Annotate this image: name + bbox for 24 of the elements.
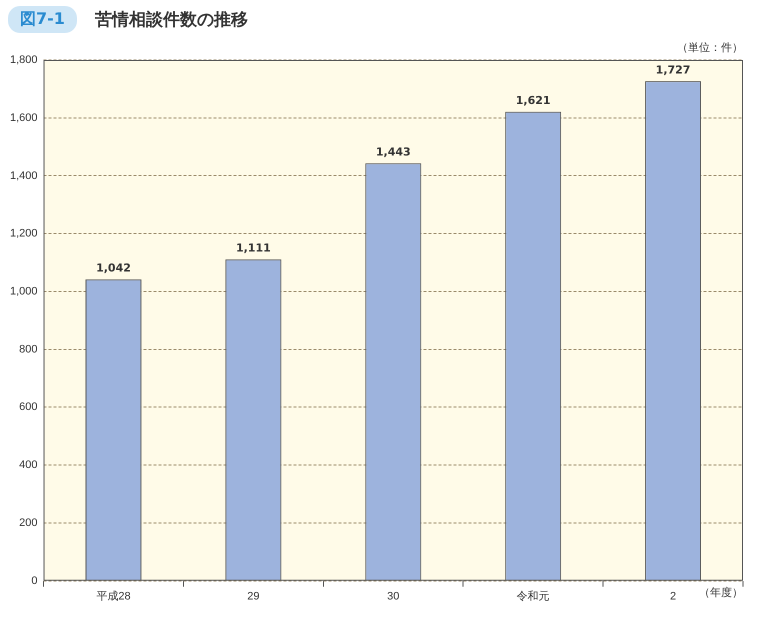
chart-title: 苦情相談件数の推移	[94, 9, 248, 31]
text: （年度）	[699, 584, 743, 600]
chart-subtitle: 図7-1	[8, 6, 77, 33]
data-label: 1,111	[236, 242, 271, 255]
y-tick-label: 800	[19, 343, 38, 356]
x-tick-label: 2	[670, 590, 676, 602]
x-tick-label: 平成28	[96, 589, 131, 602]
y-tick-label: 400	[19, 459, 38, 472]
y-tick-label: 0	[31, 574, 38, 587]
y-tick-label: 1,000	[10, 286, 38, 298]
data-label: 1,042	[96, 262, 131, 275]
x-tick-label: 29	[247, 590, 260, 602]
y-tick-label: 600	[19, 401, 38, 414]
y-tick-label: 1,800	[10, 54, 38, 66]
y-tick-label: 1,400	[10, 170, 38, 182]
x-tick-label: 令和元	[516, 589, 550, 602]
y-tick-label: 200	[19, 516, 38, 529]
data-label: 1,443	[376, 146, 411, 159]
data-label: 1,727	[656, 63, 690, 76]
text: （単位：件）	[677, 40, 743, 55]
data-label: 1,621	[516, 94, 551, 108]
x-tick-label: 30	[387, 590, 400, 602]
y-tick-label: 1,200	[10, 228, 38, 240]
y-tick-label: 1,600	[10, 112, 38, 124]
